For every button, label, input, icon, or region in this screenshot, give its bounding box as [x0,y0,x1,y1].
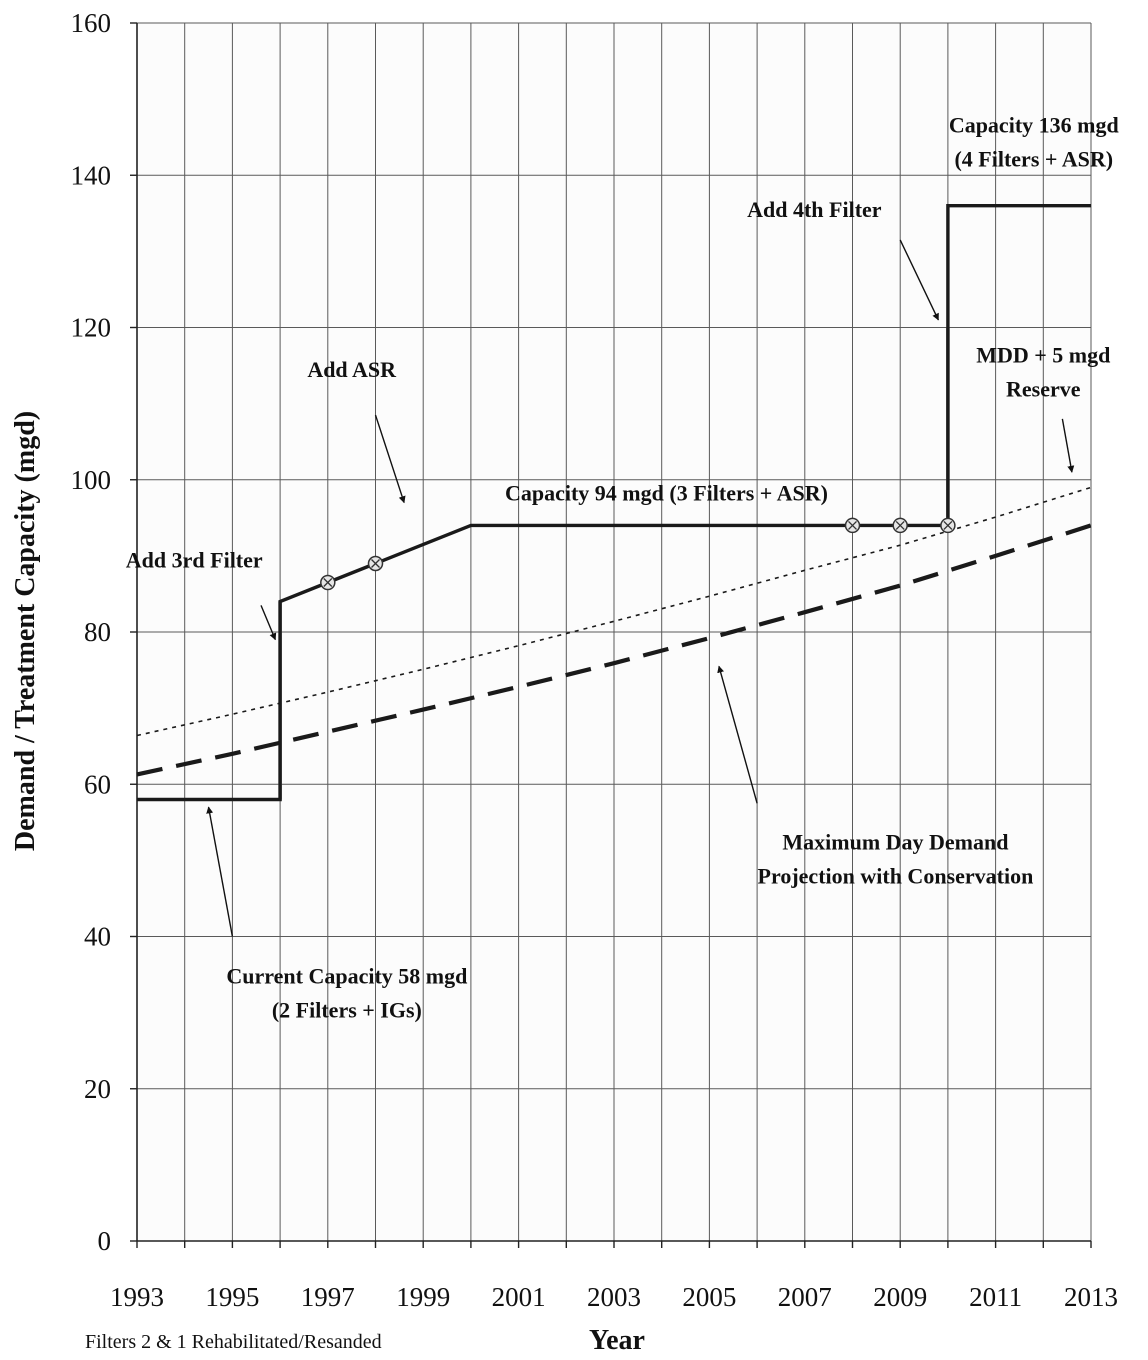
annotation-capacity-94-text: Capacity 94 mgd (3 Filters + ASR) [505,480,828,505]
annotation-mdd-reserve: MDD + 5 mgd Reserve [976,343,1110,473]
x-tick-label: 2001 [492,1282,546,1312]
annotation-current-capacity-arrow [206,806,234,937]
annotation-add-asr-text: Add ASR [307,357,397,382]
annotation-capacity-136-line: Capacity 136 mgd [949,113,1119,138]
annotation-layer: Add ASR Add 3rd Filter Capacity 94 mgd (3 … [126,113,1119,1023]
series-line-solid [137,203,1091,802]
series-line-dotted [136,486,1092,737]
marker-cross [371,559,380,568]
x-tick-label: 2009 [873,1282,927,1312]
x-axis-title: Year [589,1325,645,1356]
y-tick-label: 160 [71,8,112,38]
annotation-add-4th-filter: Add 4th Filter [747,197,939,321]
x-tick-label: 2013 [1064,1282,1118,1312]
annotation-mdd-reserve-arrow [1061,418,1075,473]
x-tick-label: 1993 [110,1282,164,1312]
annotation-maximum-day-demand-text: Maximum Day Demand Projection with Conser… [758,830,1034,889]
marker-cross [323,578,333,587]
annotation-capacity-94: Capacity 94 mgd (3 Filters + ASR) [505,480,828,505]
y-tick-label: 60 [84,769,111,799]
annotation-mdd-reserve-line: MDD + 5 mgd [976,343,1110,368]
annotation-add-3rd-filter: Add 3rd Filter [126,547,277,641]
marker-cross [895,520,905,530]
x-tick-label: 1995 [205,1282,259,1312]
annotation-add-asr: Add ASR [307,357,406,504]
marker-cross [943,520,953,530]
x-tick-label: 2007 [778,1282,832,1312]
annotation-current-capacity-line: Current Capacity 58 mgd [226,964,467,989]
annotation-add-3rd-filter-text: Add 3rd Filter [126,547,263,572]
series-line-dashed [136,523,1092,777]
y-tick-label: 20 [84,1074,111,1104]
annotation-capacity-136-line: (4 Filters + ASR) [954,147,1113,172]
annotation-current-capacity: Current Capacity 58 mgd (2 Filters + IGs) [206,806,467,1023]
grid-layer [136,22,1092,1242]
annotation-add-4th-filter-arrow [899,239,939,321]
annotation-add-3rd-filter-arrow [260,605,277,641]
marker-cross [848,520,857,530]
y-axis-title: Demand / Treatment Capacity (mgd) [10,411,41,851]
annotation-capacity-94-line: Capacity 94 mgd (3 Filters + ASR) [505,480,828,505]
annotation-maximum-day-demand-line: Projection with Conservation [758,864,1034,889]
y-tick-label: 120 [71,313,112,343]
annotation-maximum-day-demand-line: Maximum Day Demand [782,830,1008,855]
footnote: Filters 2 & 1 Rehabilitated/Resanded [85,1331,382,1353]
annotation-maximum-day-demand: Maximum Day Demand Projection with Conser… [717,665,1034,889]
annotation-capacity-136: Capacity 136 mgd (4 Filters + ASR) [949,113,1119,172]
x-tick-label: 2003 [587,1282,641,1312]
y-tick-label: 40 [84,922,111,952]
annotation-mdd-reserve-text: MDD + 5 mgd Reserve [976,343,1110,402]
y-tick-label: 140 [71,160,112,190]
x-tick-label: 1999 [396,1282,450,1312]
annotation-current-capacity-text: Current Capacity 58 mgd (2 Filters + IGs) [226,964,467,1023]
marker-layer [320,517,956,591]
y-tick-label: 80 [84,617,111,647]
y-tick-label: 100 [71,465,112,495]
annotation-add-asr-arrow [374,414,406,504]
tick-layer: 0 20 40 60 80 100 120 140 160 1993 1995 1997 1999 200… [71,8,1119,1312]
annotation-mdd-reserve-line: Reserve [1006,377,1081,402]
y-tick-label: 0 [98,1226,112,1256]
annotation-add-asr-line: Add ASR [307,357,397,382]
annotation-current-capacity-line: (2 Filters + IGs) [272,998,422,1023]
annotation-add-4th-filter-line: Add 4th Filter [747,197,882,222]
annotation-add-3rd-filter-line: Add 3rd Filter [126,547,263,572]
annotation-add-4th-filter-text: Add 4th Filter [747,197,882,222]
x-tick-label: 2005 [682,1282,736,1312]
annotation-maximum-day-demand-arrow [717,665,758,804]
annotation-capacity-136-text: Capacity 136 mgd (4 Filters + ASR) [949,113,1119,172]
series-layer [136,203,1092,802]
x-tick-label: 1997 [301,1282,355,1312]
x-tick-label: 2011 [969,1282,1022,1312]
